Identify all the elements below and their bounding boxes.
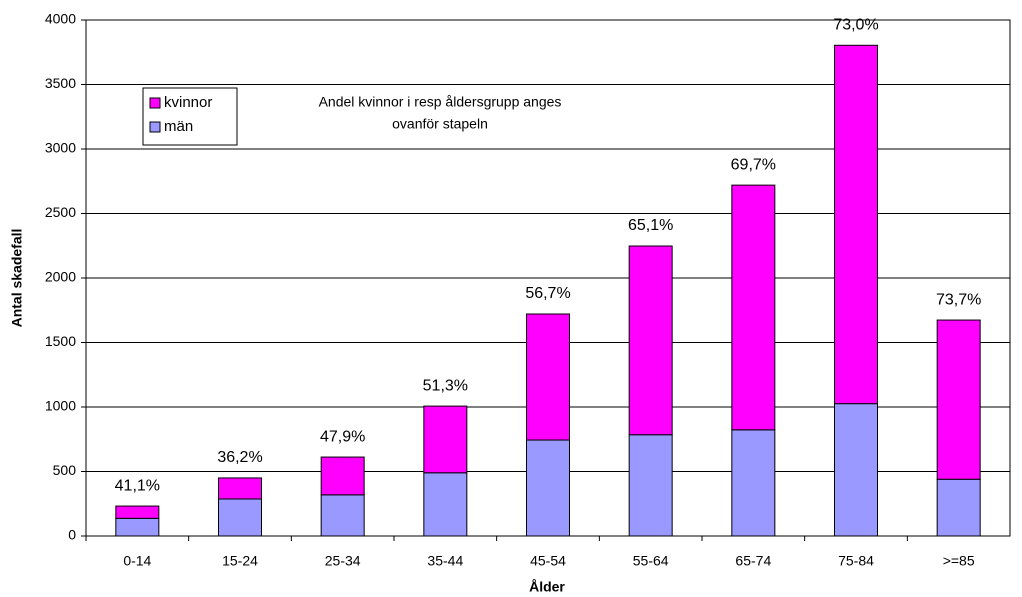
y-tick-label: 2000 xyxy=(45,269,76,285)
share-label: 73,0% xyxy=(833,17,878,34)
share-label: 51,3% xyxy=(423,377,468,394)
bar-segment xyxy=(218,498,262,537)
share-label: 69,7% xyxy=(731,156,776,173)
share-label: 47,9% xyxy=(320,428,365,445)
share-label: 36,2% xyxy=(217,449,262,466)
bar-segment xyxy=(936,319,981,480)
y-tick-label: 1000 xyxy=(45,398,76,414)
annotation: ovanför stapeln xyxy=(392,116,488,132)
share-label: 56,7% xyxy=(525,285,570,302)
y-tick-label: 3000 xyxy=(45,140,76,156)
legend-label: män xyxy=(164,118,193,135)
bar-segment xyxy=(526,313,570,441)
y-tick-label: 2500 xyxy=(45,204,76,220)
y-tick-label: 0 xyxy=(68,527,76,543)
annotation: Andel kvinnor i resp åldersgrupp anges xyxy=(319,94,562,110)
x-tick-label: 35-44 xyxy=(427,553,463,569)
bar-segment xyxy=(218,477,262,500)
x-axis-label: Ålder xyxy=(529,579,565,595)
y-tick-label: 3500 xyxy=(45,75,76,91)
bar-segment xyxy=(320,494,365,537)
share-label: 65,1% xyxy=(628,217,673,234)
bar-segment xyxy=(115,505,160,519)
bar-segment xyxy=(628,245,673,436)
y-tick-label: 4000 xyxy=(45,11,76,27)
bar-segment xyxy=(731,184,776,431)
bar-segment xyxy=(115,517,160,537)
legend-swatch xyxy=(149,97,161,109)
x-tick-label: >=85 xyxy=(943,553,975,569)
bar-segment xyxy=(423,405,468,474)
y-tick-label: 1500 xyxy=(45,333,76,349)
y-tick-label: 500 xyxy=(53,462,77,478)
share-label: 41,1% xyxy=(115,477,160,494)
bar-segment xyxy=(936,478,981,537)
bar-segment xyxy=(526,439,570,537)
legend-swatch xyxy=(149,121,161,133)
bar-segment xyxy=(423,472,468,537)
legend-label: kvinnor xyxy=(164,94,212,111)
x-tick-label: 15-24 xyxy=(222,553,258,569)
x-tick-label: 25-34 xyxy=(325,553,361,569)
x-tick-label: 45-54 xyxy=(530,553,566,569)
bar-segment xyxy=(320,456,365,496)
bar-segment xyxy=(628,434,673,537)
bar-segment xyxy=(731,429,776,537)
x-tick-label: 55-64 xyxy=(633,553,669,569)
x-tick-label: 75-84 xyxy=(838,553,874,569)
share-label: 73,7% xyxy=(936,291,981,308)
x-tick-label: 65-74 xyxy=(735,553,771,569)
y-axis-label: Antal skadefall xyxy=(9,229,25,328)
x-tick-label: 0-14 xyxy=(123,553,151,569)
bar-segment xyxy=(834,44,878,405)
bar-segment xyxy=(834,403,878,537)
